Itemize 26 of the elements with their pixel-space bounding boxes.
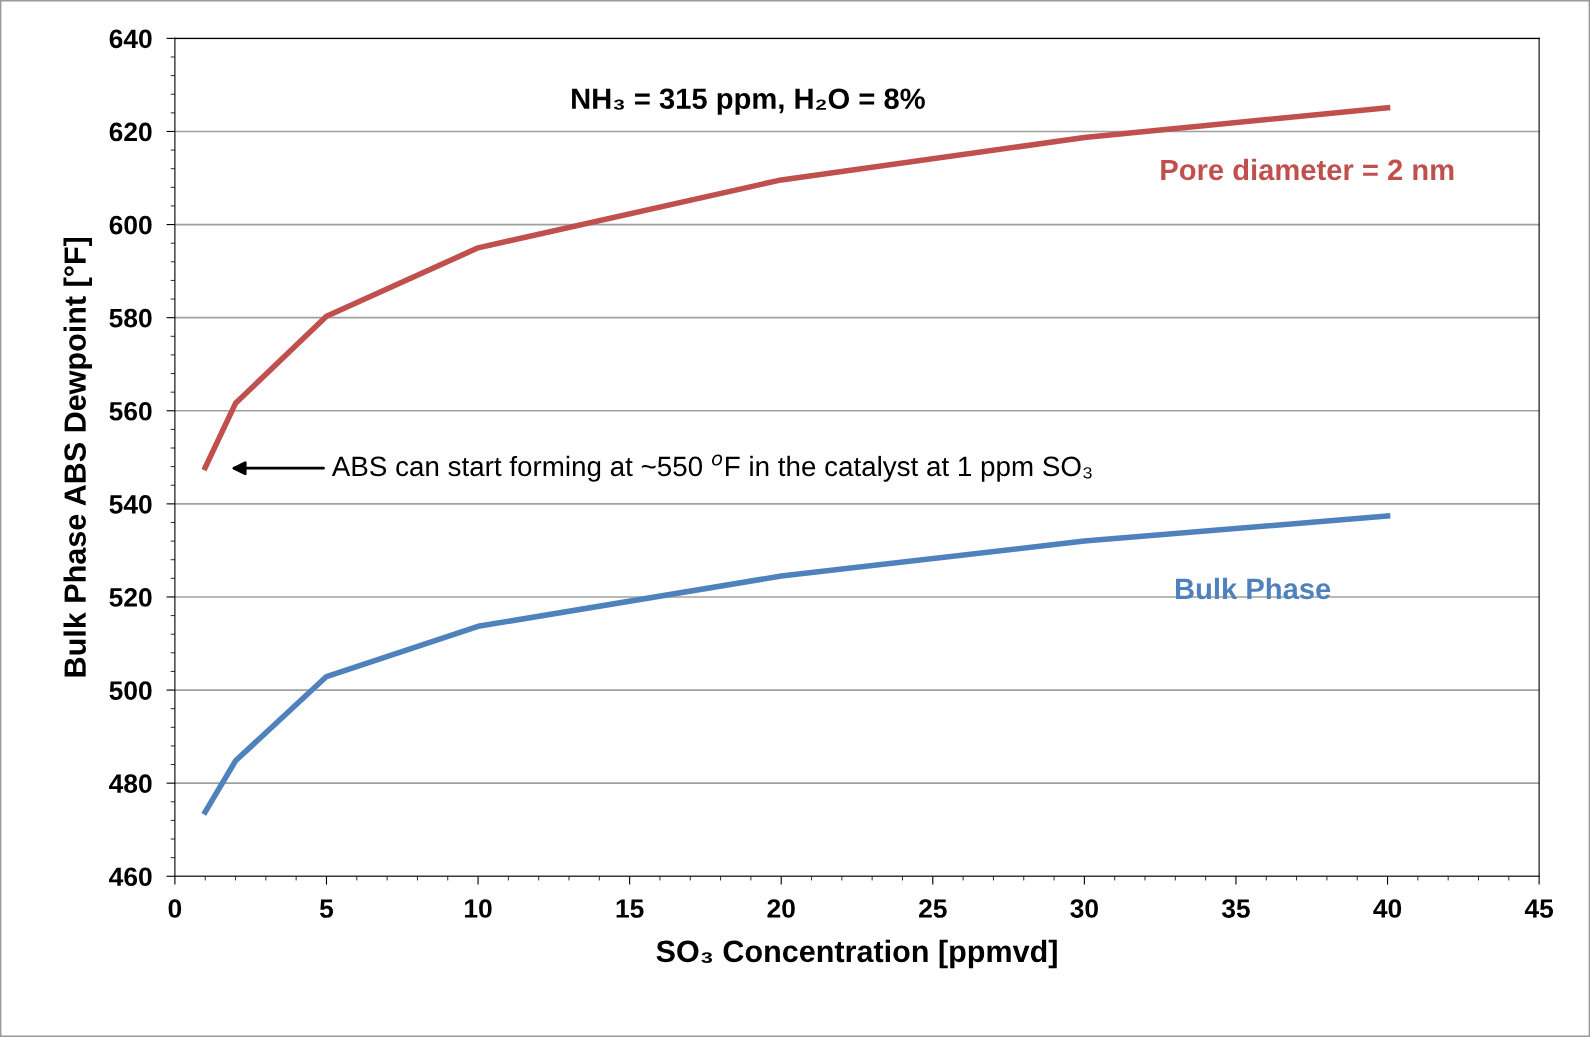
x-tick-label: 30 (1070, 899, 1098, 918)
series-label: Bulk Phase (1175, 577, 1331, 600)
x-tick-label: 5 (319, 899, 334, 918)
y-tick-label: 500 (109, 681, 152, 700)
x-tick-label: 20 (767, 899, 795, 918)
y-tick-label: 620 (109, 122, 152, 142)
y-tick-label: 540 (109, 495, 152, 514)
y-tick-label: 460 (109, 867, 152, 887)
y-tick-label: 580 (109, 308, 152, 328)
x-tick-label: 0 (168, 899, 182, 918)
y-tick-label: 640 (109, 29, 152, 49)
x-tick-label: 40 (1373, 899, 1402, 918)
y-tick-label: 560 (109, 401, 152, 421)
y-tick-label: 600 (109, 215, 152, 235)
annotation: NH₃ = 315 ppm, H₂O = 8% (572, 88, 925, 115)
series-label: Pore diameter = 2 nm (1161, 158, 1454, 181)
x-tick-label: 10 (465, 899, 492, 918)
x-tick-label: 35 (1221, 899, 1250, 918)
x-axis-title: SO₃ Concentration [ppmvd] (656, 939, 1057, 969)
y-tick-label: 520 (109, 588, 152, 607)
y-axis-title: Bulk Phase ABS Dewpoint [°F] (63, 237, 92, 677)
y-tick-label: 480 (109, 774, 152, 793)
x-tick-label: 15 (616, 899, 644, 918)
annotation: ABS can start forming at ~550 $^{o}$F in the catalyst at 1 ppm SO₃ (331, 454, 1092, 482)
x-tick-label: 45 (1524, 899, 1554, 918)
x-tick-label: 25 (919, 899, 947, 918)
